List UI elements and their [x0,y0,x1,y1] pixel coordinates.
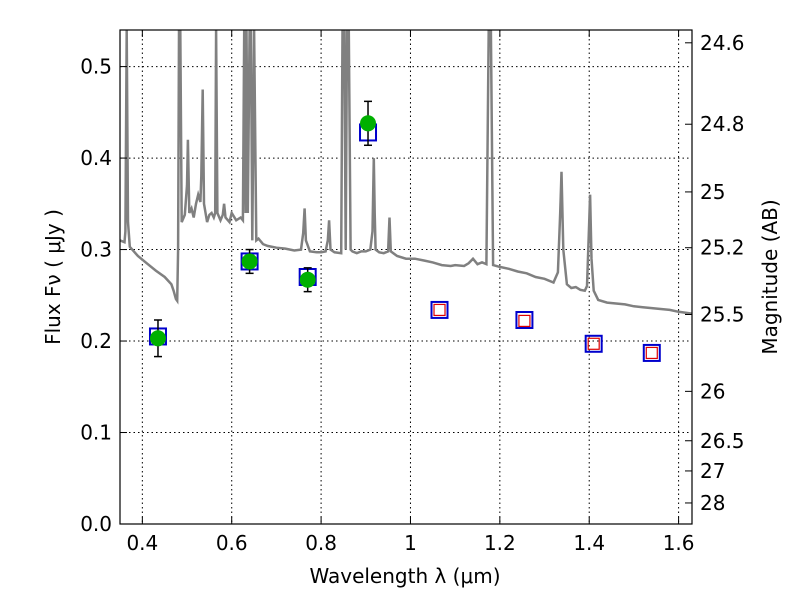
model-spectrum-line [120,30,692,315]
observed-flux-point [149,330,166,347]
y-tick-label: 0.4 [80,146,112,170]
right-tick-label: 25.2 [700,236,745,260]
x-tick-label: 1 [404,531,417,555]
x-tick-label: 0.8 [305,531,337,555]
y-tick-label: 0.3 [80,238,112,262]
predicted-flux-square [645,346,658,360]
y-tick-label: 0.2 [80,329,112,353]
predicted-flux-square [433,303,446,317]
x-tick-label: 0.4 [126,531,158,555]
x-tick-label: 1.4 [573,531,605,555]
x-tick-label: 1.6 [663,531,695,555]
model-flux-square [515,310,534,329]
observed-flux-point [360,115,377,132]
y-tick-label: 0.1 [80,421,112,445]
right-tick-label: 24.6 [700,31,745,55]
y-axis-right: 24.6 24.8 25 25.2 25.5 26 26.5 27 28 [685,31,745,515]
x-tick-label: 1.2 [484,531,516,555]
y-axis-label: Flux Fν ( μJy ) [41,209,65,345]
predicted-flux-square [518,314,531,328]
observed-flux-point [299,271,316,288]
y-tick-label: 0.0 [80,512,112,536]
model-flux-square [584,334,603,353]
y-tick-label: 0.5 [80,55,112,79]
y-axis-left: 0.0 0.1 0.2 0.3 0.4 0.5 [80,55,127,536]
x-axis: 0.4 0.6 0.8 1 1.2 1.4 1.6 [126,30,695,555]
predicted-flux-squares [433,303,658,360]
x-tick-label: 0.6 [216,531,248,555]
right-tick-label: 26.5 [700,429,745,453]
right-tick-label: 25.5 [700,303,745,327]
model-flux-square [642,343,661,362]
plot-area [120,30,692,362]
right-tick-label: 27 [700,459,725,483]
right-axis-label: Magnitude (AB) [758,199,782,354]
right-tick-label: 24.8 [700,112,745,136]
observed-flux-points [149,115,377,347]
right-tick-label: 26 [700,379,725,403]
right-tick-label: 25 [700,180,725,204]
right-tick-label: 28 [700,491,725,515]
model-flux-square [430,300,449,319]
predicted-flux-square [587,337,600,350]
observed-flux-point [241,253,258,270]
plot-frame [119,29,693,525]
x-axis-label: Wavelength λ (μm) [309,564,500,588]
